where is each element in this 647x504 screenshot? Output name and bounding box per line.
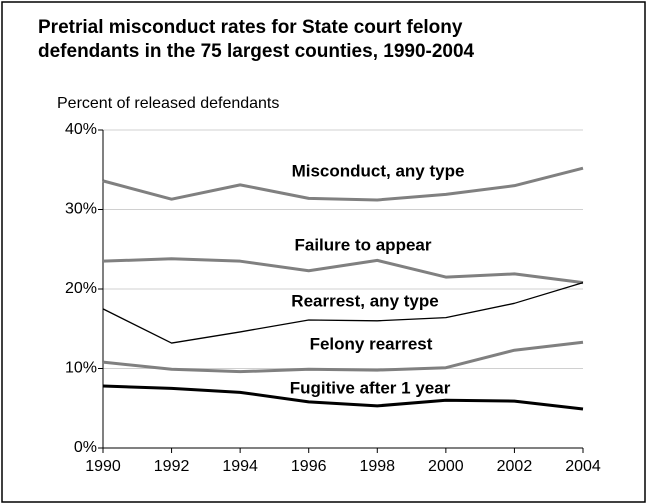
y-tick-label: 0% bbox=[74, 439, 97, 456]
chart-title: Pretrial misconduct rates for State cour… bbox=[38, 17, 475, 62]
series-line bbox=[102, 340, 584, 374]
y-tick-label: 20% bbox=[65, 280, 97, 297]
x-tick-label: 1996 bbox=[291, 458, 327, 475]
series-line bbox=[102, 384, 584, 411]
series-label: Rearrest, any type bbox=[291, 291, 438, 310]
x-tick-label: 1992 bbox=[154, 458, 190, 475]
x-tick-label: 1998 bbox=[359, 458, 395, 475]
series-label: Misconduct, any type bbox=[292, 161, 465, 180]
series-label: Felony rearrest bbox=[310, 334, 433, 353]
y-tick-label: 10% bbox=[65, 360, 97, 377]
y-tick-label: 30% bbox=[65, 201, 97, 218]
series-label: Failure to appear bbox=[295, 235, 432, 254]
x-tick-label: 2004 bbox=[565, 458, 601, 475]
x-tick-label: 1994 bbox=[222, 458, 258, 475]
y-tick-label: 40% bbox=[65, 121, 97, 138]
x-tick-label: 2000 bbox=[428, 458, 464, 475]
series-line bbox=[102, 166, 584, 202]
series-label: Fugitive after 1 year bbox=[290, 378, 451, 397]
y-axis-label: Percent of released defendants bbox=[57, 95, 279, 112]
x-tick-label: 2002 bbox=[497, 458, 533, 475]
series-line bbox=[102, 257, 584, 285]
x-tick-label: 1990 bbox=[85, 458, 121, 475]
series-line bbox=[102, 282, 584, 344]
